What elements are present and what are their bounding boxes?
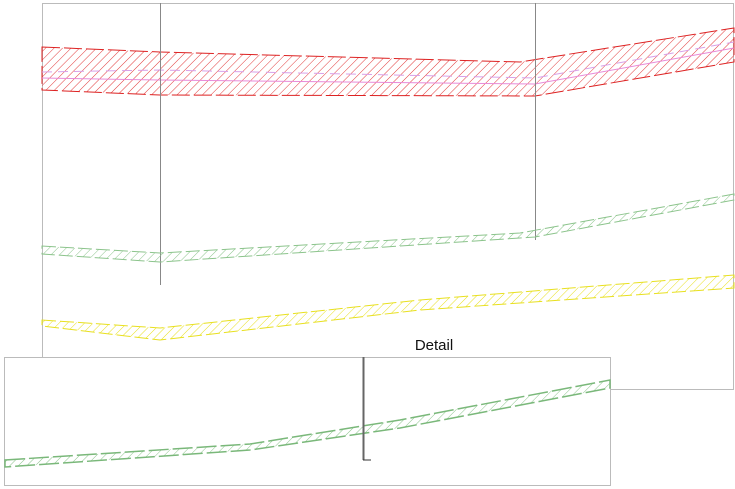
green-layer (41, 193, 735, 263)
yellow-layer (41, 274, 735, 341)
magenta-line (41, 47, 735, 85)
violet-line (41, 41, 735, 79)
detail-green-layer (4, 379, 611, 468)
detail-label: Detail (415, 337, 453, 354)
detail-view (4, 357, 611, 486)
